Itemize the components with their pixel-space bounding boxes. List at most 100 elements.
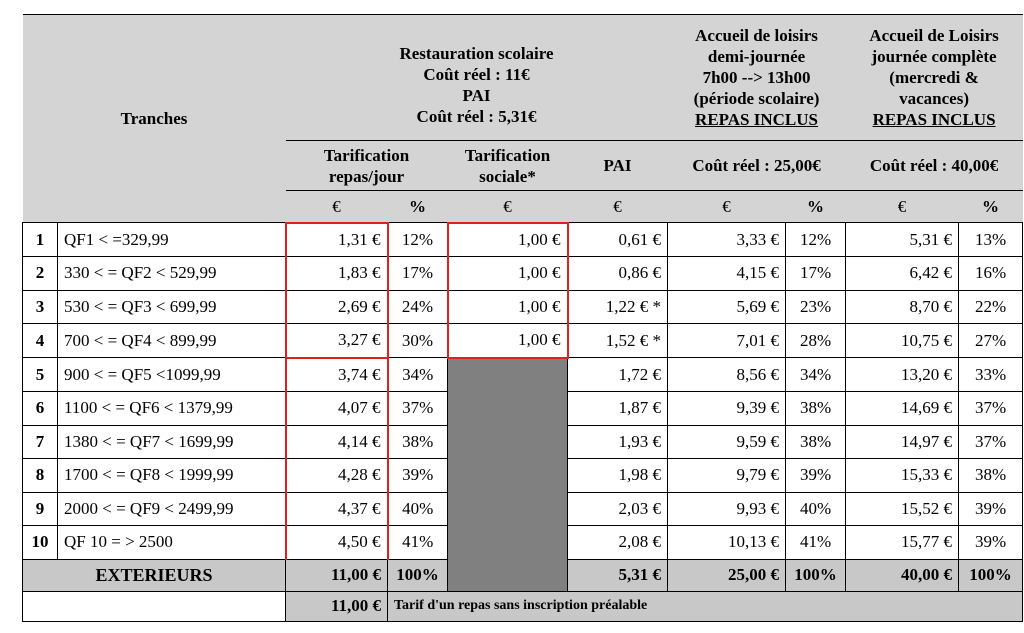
cell-demi-pct: 12% (785, 222, 847, 257)
cell-sociale: 1,00 € (446, 256, 569, 291)
cell-repas-pct: 30% (387, 323, 448, 358)
tarif-table: Tranches Restauration scolaire Coût réel :… (22, 14, 1024, 622)
cell-journee: 6,42 € (845, 256, 960, 291)
header-line: (mercredi & (889, 68, 979, 87)
table-row: Tarification repas/jour Tarification soci… (23, 140, 1023, 191)
footer-note: Tarif d'un repas sans inscription préala… (386, 590, 1024, 622)
row-number: 7 (22, 424, 58, 459)
row-label: 2000 < = QF9 < 2499,99 (57, 491, 286, 526)
grey-block (447, 357, 568, 592)
header-unit: % (958, 190, 1023, 223)
cell-repas-pct: 39% (387, 458, 448, 493)
table-row: 4 700 < = QF4 < 899,99 3,27 €30% 1,00 €1,52… (22, 323, 1024, 359)
cell-demi-pct: 39% (785, 458, 847, 493)
cell-repas-pct: 41% (387, 525, 448, 560)
cell-demi: 8,56 € (667, 357, 787, 392)
header-line: Coût réel : 11€ (423, 64, 530, 84)
table-row: 1 QF1 < =329,99 1,31 €12% 1,00 €0,61 €3,33 … (22, 221, 1024, 257)
cell-journee-pct: 16% (958, 256, 1024, 291)
cell-demi-pct: 23% (785, 289, 847, 324)
exterieurs-repas-pct: 100% (387, 558, 448, 592)
header-unit: € (667, 190, 786, 223)
cell-journee: 5,31 € (845, 222, 960, 257)
header-line: (période scolaire) (693, 89, 820, 108)
cell-repas-pct: 40% (387, 491, 448, 526)
exterieurs-demi-pct: 100% (785, 558, 847, 592)
header-accueil-demi: Accueil de loisirs demi-journée 7h00 --> 1… (667, 14, 846, 141)
cell-journee: 15,52 € (845, 491, 960, 526)
cell-journee-pct: 22% (958, 289, 1024, 324)
cell-pai: 1,52 € * (566, 323, 669, 358)
header-line: journée complète (871, 47, 997, 66)
exterieurs-journee: 40,00 € (845, 558, 960, 592)
cell-repas: 4,14 € (284, 424, 389, 459)
row-number: 3 (22, 289, 58, 324)
cell-pai: 0,86 € (566, 256, 669, 291)
row-number: 5 (22, 357, 58, 392)
cell-demi: 9,59 € (667, 424, 787, 459)
cell-demi: 5,69 € (667, 289, 787, 324)
row-number: 1 (22, 222, 58, 257)
cell-pai: 2,03 € (566, 491, 669, 526)
cell-journee-pct: 38% (958, 458, 1024, 493)
cell-repas: 2,69 € (284, 289, 389, 324)
header-line: Coût réel : 5,31€ (416, 106, 537, 126)
cell-demi-pct: 38% (785, 424, 847, 459)
row-number: 6 (22, 391, 58, 426)
table-row: 9 2000 < = QF9 < 2499,99 4,37 €40% 2,03 €9,… (22, 491, 1024, 526)
cell-repas: 4,37 € (284, 491, 389, 526)
footer-price: 11,00 € (285, 590, 388, 622)
cell-repas: 4,28 € (284, 458, 389, 493)
cell-repas-pct: 12% (387, 222, 448, 257)
table-row: 10 QF 10 = > 2500 4,50 €41% 2,08 €10,13 €41… (22, 525, 1024, 560)
row-number: 4 (22, 323, 58, 358)
exterieurs-repas: 11,00 € (285, 558, 388, 592)
row-label: 700 < = QF4 < 899,99 (57, 323, 286, 358)
cell-pai: 1,87 € (566, 391, 669, 426)
header-cout-journee: Coût réel : 40,00€ (845, 140, 1023, 191)
footer-empty (22, 590, 286, 622)
cell-journee: 14,69 € (845, 391, 960, 426)
cell-demi: 7,01 € (667, 323, 787, 358)
cell-demi: 4,15 € (667, 256, 787, 291)
header-accueil-journee: Accueil de Loisirs journée complète (mercr… (845, 14, 1023, 141)
header-cout-demi: Coût réel : 25,00€ (667, 140, 846, 191)
table-row: €% € € €% €% (23, 190, 1023, 223)
header-unit: € (567, 190, 668, 223)
cell-journee: 14,97 € (845, 424, 960, 459)
header-line: Accueil de Loisirs (869, 26, 999, 45)
row-number: 8 (22, 458, 58, 493)
cell-demi-pct: 41% (785, 525, 847, 560)
table-row: 3 530 < = QF3 < 699,99 2,69 €24% 1,00 €1,22… (22, 289, 1024, 324)
table-body: Tranches Restauration scolaire Coût réel :… (22, 14, 1024, 622)
header-repas: REPAS INCLUS (872, 110, 996, 129)
row-label: 900 < = QF5 <1099,99 (57, 357, 286, 392)
cell-pai: 0,61 € (566, 222, 669, 257)
row-number: 2 (22, 256, 58, 291)
header-tarif-sociale: Tarification sociale* (447, 140, 568, 191)
row-label: QF1 < =329,99 (57, 222, 286, 257)
row-label: 1380 < = QF7 < 1699,99 (57, 424, 286, 459)
row-label: 1100 < = QF6 < 1379,99 (57, 391, 286, 426)
table-row: 11,00 € Tarif d'un repas sans inscription… (22, 590, 1024, 622)
cell-repas-pct: 37% (387, 391, 448, 426)
cell-journee: 8,70 € (845, 289, 960, 324)
cell-sociale: 1,00 € (446, 221, 569, 257)
cell-demi: 9,39 € (667, 391, 787, 426)
cell-demi: 10,13 € (667, 525, 787, 560)
cell-repas: 4,07 € (284, 391, 389, 426)
header-line: Restauration scolaire (399, 43, 554, 63)
cell-repas-pct: 34% (387, 357, 448, 392)
table-row: 6 1100 < = QF6 < 1379,99 4,07 €37% 1,87 €9,… (22, 391, 1024, 426)
cell-demi-pct: 34% (785, 357, 847, 392)
cell-journee: 15,33 € (845, 458, 960, 493)
table-row: 2 330 < = QF2 < 529,99 1,83 €17% 1,00 €0,86… (22, 256, 1024, 291)
cell-repas: 4,50 € (284, 525, 389, 560)
cell-repas: 3,74 € (284, 357, 389, 392)
cell-pai: 2,08 € (566, 525, 669, 560)
cell-sociale: 1,00 € (446, 289, 569, 324)
cell-journee: 10,75 € (845, 323, 960, 358)
header-unit: % (785, 190, 846, 223)
header-unit: € (285, 190, 388, 223)
